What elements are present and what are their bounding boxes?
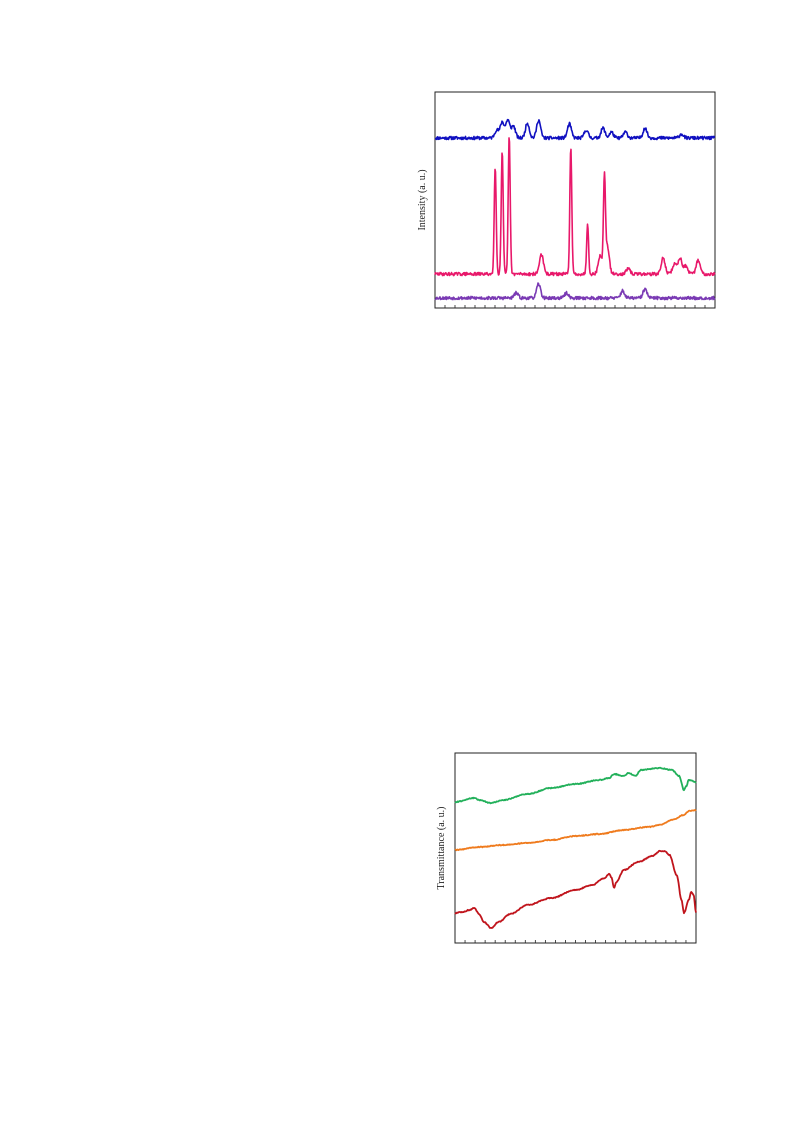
plot-frame [434, 91, 716, 309]
xrd-series-line [434, 137, 716, 277]
ftir-series-line [454, 808, 697, 852]
ftir-series-line [454, 849, 697, 929]
y-axis-label: Intensity (a. u.) [417, 169, 428, 230]
ftir-plot: Transmittance (a. u.) [436, 752, 697, 944]
y-axis-label: Transmittance (a. u.) [436, 807, 447, 890]
ftir-chart: Transmittance (a. u.) [432, 748, 702, 948]
plot-frame [454, 752, 697, 944]
xrd-chart: Intensity (a. u.) [410, 85, 720, 315]
xrd-series-line [434, 118, 716, 141]
xrd-series-line [434, 282, 716, 301]
ftir-series-line [454, 766, 697, 805]
xrd-plot: Intensity (a. u.) [417, 91, 716, 309]
